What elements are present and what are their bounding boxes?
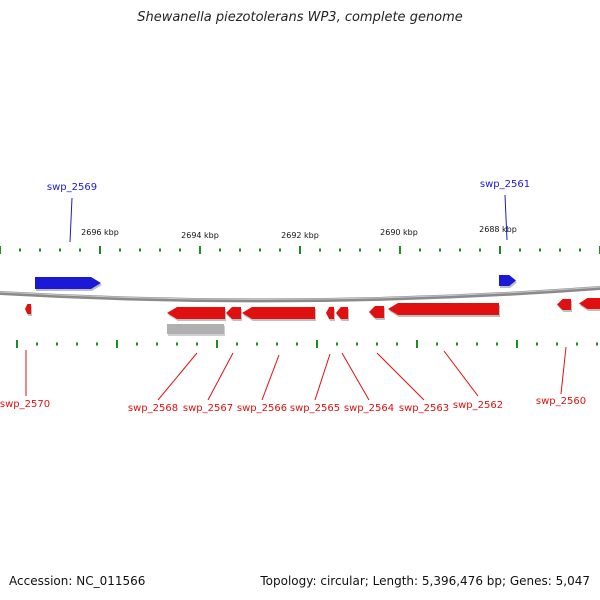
gene-arrow-swp_2570 (25, 304, 31, 314)
gene-arrow-swp_2565 (326, 307, 334, 319)
gene-label-swp_2560: swp_2560 (536, 396, 586, 407)
gene-features (25, 275, 600, 336)
gene-label-swp_2562: swp_2562 (453, 400, 503, 411)
tick-labels: 2696 kbp 2694 kbp 2692 kbp 2690 kbp 2688 kbp (81, 225, 517, 240)
map-title: Shewanella piezotolerans WP3, complete g… (137, 10, 463, 25)
leader-line (69, 197, 73, 243)
gene-labels: swp_2569 swp_2561 swp_2570 swp_2568 swp_2567… (0, 179, 586, 414)
accession-text: Accession: NC_011566 (9, 574, 146, 588)
gene-label-swp_2566: swp_2566 (237, 403, 287, 414)
gene-arrow-swp_2567 (226, 307, 241, 319)
tick-label: 2696 kbp (81, 228, 119, 237)
gene-arrow-swp_2564 (336, 307, 348, 319)
leader-line (443, 350, 479, 397)
tick-label: 2690 kbp (380, 228, 418, 237)
gene-label-swp_2568: swp_2568 (128, 403, 178, 414)
tick-label: 2694 kbp (181, 231, 219, 240)
gene-arrow-swp_2562 (388, 303, 499, 315)
grey-feature (167, 324, 224, 334)
gene-label-swp_2563: swp_2563 (399, 403, 449, 414)
gene-arrow-swp_2561 (499, 275, 516, 286)
leader-line (261, 354, 280, 401)
leader-line (376, 352, 425, 401)
gene-arrow-partial (579, 298, 600, 309)
leader-line (560, 346, 567, 395)
gene-label-swp_2565: swp_2565 (290, 403, 340, 414)
gene-label-swp_2569: swp_2569 (47, 182, 97, 193)
gene-label-swp_2570: swp_2570 (0, 399, 50, 410)
leader-line (207, 352, 234, 401)
genome-backbone (0, 286, 600, 303)
gene-label-swp_2561: swp_2561 (480, 179, 530, 190)
tick-label: 2688 kbp (479, 225, 517, 234)
gene-arrow-swp_2560 (557, 299, 571, 310)
leader-line (504, 194, 508, 241)
gene-arrow-swp_2569 (35, 277, 101, 289)
leader-line (314, 353, 331, 401)
tick-label: 2692 kbp (281, 231, 319, 240)
genome-summary-text: Topology: circular; Length: 5,396,476 bp… (260, 574, 590, 588)
gene-arrow-swp_2568 (167, 307, 225, 319)
leader-line (341, 352, 370, 401)
gene-arrow-swp_2566 (242, 307, 315, 319)
gene-label-swp_2564: swp_2564 (344, 403, 394, 414)
tick-row-bottom (16, 340, 598, 348)
leader-line (157, 352, 198, 401)
gene-arrow-swp_2563 (369, 306, 384, 318)
gene-label-swp_2567: swp_2567 (183, 403, 233, 414)
tick-row-top (0, 246, 600, 254)
